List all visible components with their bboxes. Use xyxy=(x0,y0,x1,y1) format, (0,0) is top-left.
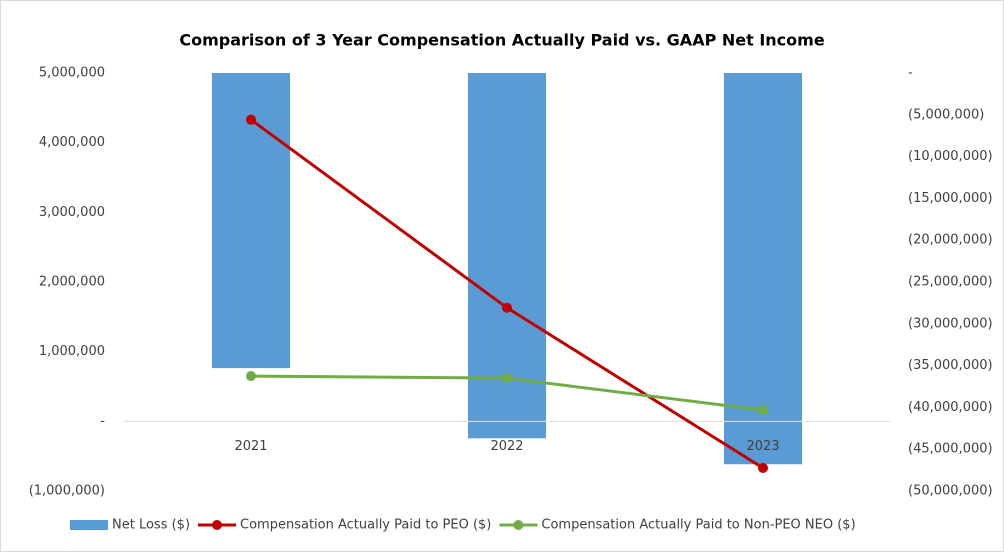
legend-swatch xyxy=(513,520,524,530)
y2-tick-label: (5,000,000) xyxy=(908,107,984,122)
x-tick-label: 2023 xyxy=(746,439,779,454)
y2-tick-label: (20,000,000) xyxy=(908,233,993,248)
legend-label: Compensation Actually Paid to PEO ($) xyxy=(240,518,491,533)
y2-tick-label: (50,000,000) xyxy=(908,484,993,499)
line-point xyxy=(502,373,512,384)
legend-swatch xyxy=(70,520,108,530)
legend-label: Net Loss ($) xyxy=(112,518,190,533)
y2-tick-label: (25,000,000) xyxy=(908,275,993,290)
line-point xyxy=(758,463,768,474)
legend-label: Compensation Actually Paid to Non-PEO NE… xyxy=(541,518,855,533)
y2-tick-label: (10,000,000) xyxy=(908,149,993,164)
y-tick-label: 1,000,000 xyxy=(39,344,105,359)
legend-swatch xyxy=(212,520,223,530)
y-tick-label: 5,000,000 xyxy=(39,66,105,81)
line-point xyxy=(502,302,512,313)
y-tick-label: 3,000,000 xyxy=(39,205,105,220)
y2-tick-label: (35,000,000) xyxy=(908,358,993,373)
bar xyxy=(724,73,802,465)
y-tick-label: 4,000,000 xyxy=(39,135,105,150)
chart-title: Comparison of 3 Year Compensation Actual… xyxy=(179,31,824,50)
y2-tick-label: (45,000,000) xyxy=(908,442,993,457)
y-tick-label: - xyxy=(100,414,105,429)
y2-tick-label: (15,000,000) xyxy=(908,191,993,206)
x-tick-label: 2022 xyxy=(490,439,523,454)
line-point xyxy=(246,114,256,125)
line-point xyxy=(758,405,768,416)
y-tick-label: 2,000,000 xyxy=(39,275,105,290)
y2-tick-label: (40,000,000) xyxy=(908,400,993,415)
y2-tick-label: - xyxy=(908,66,913,81)
y-tick-label: (1,000,000) xyxy=(29,484,105,499)
bar xyxy=(468,73,546,439)
x-tick-label: 2021 xyxy=(234,439,267,454)
line-point xyxy=(246,371,256,382)
y2-tick-label: (30,000,000) xyxy=(908,316,993,331)
